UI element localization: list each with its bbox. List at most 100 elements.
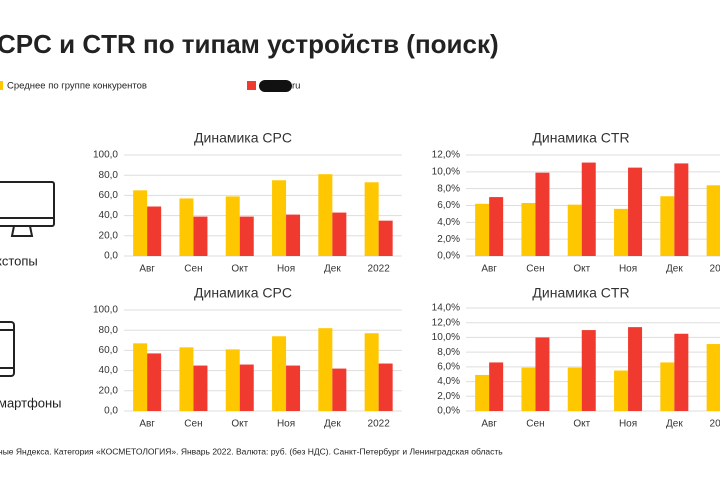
bar: [133, 343, 148, 411]
desktop-icon: [0, 181, 55, 237]
bar: [272, 180, 287, 256]
bar: [628, 327, 643, 411]
x-tick-label: Ноя: [277, 264, 295, 275]
y-tick-label: 0,0%: [437, 251, 460, 262]
bar: [133, 190, 148, 256]
x-tick-label: Дек: [324, 419, 341, 430]
bar: [364, 333, 379, 411]
bar: [567, 204, 582, 256]
y-tick-label: 40,0: [99, 365, 119, 376]
x-tick-label: Окт: [231, 419, 248, 430]
bar: [193, 216, 208, 256]
bar: [475, 374, 490, 411]
bar: [179, 347, 194, 411]
y-tick-label: 4,0%: [437, 217, 460, 228]
x-tick-label: Ноя: [277, 419, 295, 430]
bar: [225, 349, 240, 411]
x-tick-label: 2022: [710, 264, 720, 275]
bar: [614, 370, 629, 411]
chart-title: Динамика CTR: [532, 130, 629, 146]
x-tick-label: Авг: [139, 264, 155, 275]
bar: [521, 202, 536, 256]
bar: [660, 196, 675, 256]
bar: [239, 216, 254, 256]
bar: [489, 362, 504, 411]
y-tick-label: 100,0: [93, 150, 118, 161]
x-tick-label: Сен: [184, 264, 202, 275]
bar: [332, 212, 347, 256]
y-tick-label: 6,0%: [437, 361, 460, 372]
y-tick-label: 40,0: [99, 210, 119, 221]
bar: [521, 367, 536, 411]
bar: [364, 182, 379, 256]
bar: [318, 174, 333, 256]
x-tick-label: Окт: [231, 264, 248, 275]
bar: [475, 203, 490, 256]
y-tick-label: 100,0: [93, 305, 118, 316]
bar: [239, 364, 254, 411]
x-tick-label: Сен: [526, 419, 544, 430]
bar: [147, 353, 162, 411]
y-tick-label: 60,0: [99, 190, 119, 201]
bar: [286, 365, 301, 411]
chart-title: Динамика CPC: [194, 130, 292, 146]
x-tick-label: Дек: [666, 264, 683, 275]
y-tick-label: 8,0%: [437, 347, 460, 358]
bar: [706, 344, 720, 411]
x-tick-label: Окт: [573, 264, 590, 275]
chart-title: Динамика CPC: [194, 285, 292, 301]
x-tick-label: 2022: [368, 419, 391, 430]
bar: [581, 162, 596, 256]
legend-label: Среднее по группе конкурентов: [7, 81, 147, 92]
phone-icon: [0, 321, 15, 377]
bar: [581, 330, 596, 411]
bar: [535, 172, 550, 256]
bar: [378, 220, 393, 256]
bar: [378, 363, 393, 411]
y-tick-label: 20,0: [99, 230, 119, 241]
footnote: ные Яндекса. Категория «КОСМЕТОЛОГИЯ». Я…: [0, 446, 503, 456]
bar: [193, 365, 208, 411]
y-tick-label: 10,0%: [432, 166, 460, 177]
bar: [706, 185, 720, 256]
bar: [332, 368, 347, 411]
x-tick-label: Авг: [139, 419, 155, 430]
y-tick-label: 2,0%: [437, 234, 460, 245]
y-tick-label: 12,0%: [432, 317, 460, 328]
y-tick-label: 14,0%: [432, 303, 460, 314]
x-tick-label: Авг: [481, 419, 497, 430]
chart-title: Динамика CTR: [532, 285, 629, 301]
x-tick-label: Сен: [526, 264, 544, 275]
y-tick-label: 20,0: [99, 385, 119, 396]
bar: [535, 337, 550, 411]
y-tick-label: 0,0%: [437, 406, 460, 417]
x-tick-label: Ноя: [619, 419, 637, 430]
y-tick-label: 4,0%: [437, 376, 460, 387]
device-label: мартфоны: [0, 395, 62, 410]
bar: [147, 206, 162, 256]
x-tick-label: Окт: [573, 419, 590, 430]
x-tick-label: Авг: [481, 264, 497, 275]
y-tick-label: 80,0: [99, 325, 119, 336]
x-tick-label: 2022: [710, 419, 720, 430]
legend-swatch: [0, 81, 3, 90]
x-tick-label: Ноя: [619, 264, 637, 275]
slide-title: CPC и CTR по типам устройств (поиск): [0, 29, 499, 59]
bar: [614, 208, 629, 256]
y-tick-label: 0,0: [104, 406, 118, 417]
bar: [179, 198, 194, 256]
x-tick-label: Дек: [324, 264, 341, 275]
bar: [272, 336, 287, 411]
bar: [674, 333, 689, 411]
y-tick-label: 2,0%: [437, 391, 460, 402]
bar: [660, 362, 675, 411]
bar: [318, 328, 333, 411]
device-label: кстопы: [0, 253, 38, 268]
y-tick-label: 8,0%: [437, 183, 460, 194]
legend-swatch: [247, 81, 256, 90]
x-tick-label: Сен: [184, 419, 202, 430]
legend-label: ru: [292, 81, 300, 92]
y-tick-label: 10,0%: [432, 332, 460, 343]
x-tick-label: 2022: [368, 264, 391, 275]
